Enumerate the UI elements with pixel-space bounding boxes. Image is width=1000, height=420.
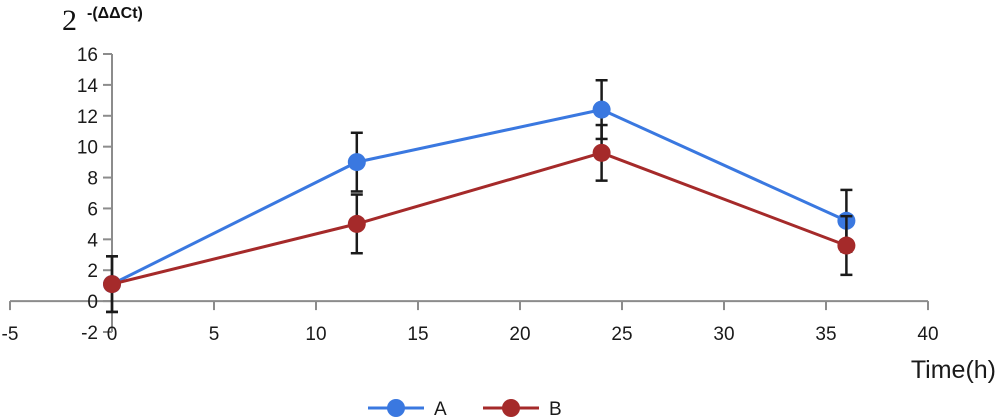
x-tick-label: 35 (815, 324, 836, 345)
series-group (103, 79, 856, 314)
y-tick-label: 0 (87, 292, 98, 313)
y-tick-label: 12 (77, 107, 98, 128)
series-a-point (592, 100, 611, 119)
x-tick-labels: -5 0 5 10 15 20 25 30 35 40 (2, 324, 939, 345)
y-tick-label: -2 (81, 323, 98, 344)
x-tick-label: 5 (209, 324, 220, 345)
x-tick-label: 20 (509, 324, 530, 345)
series-b (103, 123, 856, 314)
y-tick-label: 10 (77, 138, 98, 159)
y-tick-label: 2 (87, 261, 98, 282)
series-b-point (837, 236, 856, 255)
y-axis-title-exponent: -(ΔΔCt) (87, 5, 143, 22)
x-tick-label: 0 (107, 324, 118, 345)
legend-marker-a (387, 399, 405, 417)
axes (9, 53, 929, 333)
series-b-point (103, 275, 121, 294)
y-axis-title: 2 -(ΔΔCt) (62, 4, 143, 37)
legend-label-b: B (549, 399, 562, 420)
x-tick-label: 30 (713, 324, 734, 345)
x-tick-label: 25 (611, 324, 632, 345)
y-tick-label: 14 (77, 76, 99, 97)
series-b-point (592, 143, 611, 162)
legend-label-a: A (434, 399, 447, 420)
y-tick-labels: -2 0 2 4 6 8 10 12 14 16 (77, 45, 99, 344)
series-b-line (111, 151, 847, 286)
series-a (103, 79, 856, 314)
legend-marker-b (502, 399, 520, 417)
series-b-point (347, 214, 366, 233)
x-tick-label: 40 (917, 324, 938, 345)
x-tick-label: 10 (305, 324, 326, 345)
y-axis-title-base: 2 (62, 4, 77, 37)
series-a-point (347, 153, 366, 172)
y-tick-label: 6 (87, 199, 98, 220)
series-a-line (111, 108, 848, 286)
legend-item-b: B (483, 399, 562, 420)
y-tick-label: 16 (77, 45, 98, 66)
x-tick-label: -5 (2, 324, 19, 345)
legend-item-a: A (368, 399, 447, 420)
y-tick-label: 4 (87, 230, 98, 251)
y-tick-label: 8 (87, 169, 98, 190)
x-axis-title: Time(h) (911, 356, 996, 384)
x-tick-label: 15 (407, 324, 428, 345)
